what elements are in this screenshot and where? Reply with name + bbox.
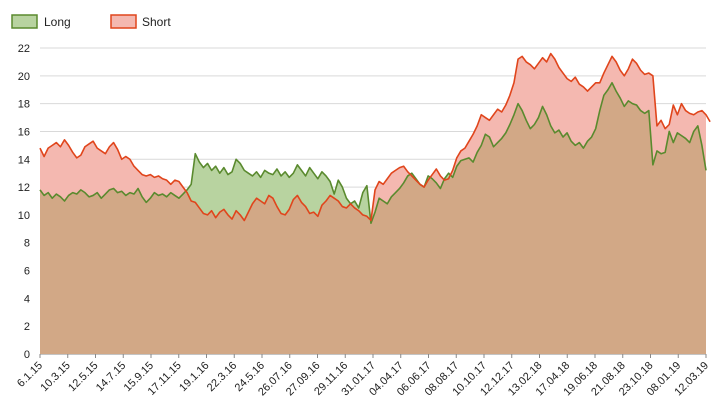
x-tick-label: 14.7.15 <box>94 360 128 394</box>
y-tick-label: 22 <box>18 43 30 55</box>
series-lines <box>39 52 711 225</box>
legend-item-long[interactable]: Long <box>11 14 71 29</box>
y-tick-label: 16 <box>18 126 30 138</box>
legend-swatch-short <box>110 14 137 29</box>
x-axis: 6.1.1510.3.1512.5.1514.7.1515.9.1517.11.… <box>15 354 711 398</box>
y-tick-label: 0 <box>24 349 30 361</box>
legend-swatch-long <box>11 14 38 29</box>
y-tick-label: 2 <box>24 321 30 333</box>
x-tick-label: 19.1.16 <box>177 360 211 394</box>
y-axis: 0 2 4 6 8 10 12 14 16 18 20 22 <box>18 43 30 361</box>
legend-label-long: Long <box>44 15 71 29</box>
legend-item-short[interactable]: Short <box>110 14 171 29</box>
y-tick-label: 20 <box>18 71 30 83</box>
short-series-line <box>39 52 711 222</box>
y-tick-label: 14 <box>18 154 30 166</box>
x-tick-label: 22.3.16 <box>205 360 239 394</box>
x-tick-label: 12.5.15 <box>66 360 100 394</box>
long-series-line <box>39 81 707 225</box>
y-tick-label: 18 <box>18 99 30 111</box>
legend: Long Short <box>11 14 171 29</box>
y-tick-label: 4 <box>24 293 30 305</box>
y-tick-label: 6 <box>24 266 30 278</box>
x-tick-label: 10.3.15 <box>38 360 72 394</box>
y-tick-label: 8 <box>24 238 30 250</box>
legend-label-short: Short <box>142 15 171 29</box>
series-areas <box>40 53 706 354</box>
y-tick-label: 12 <box>18 182 30 194</box>
y-tick-label: 10 <box>18 210 30 222</box>
